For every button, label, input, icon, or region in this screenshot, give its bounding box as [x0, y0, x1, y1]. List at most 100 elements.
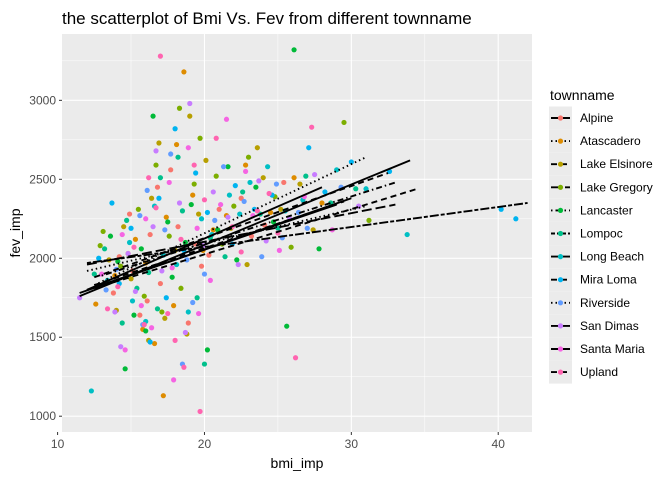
data-point [210, 189, 216, 195]
data-point [141, 322, 147, 328]
data-point [197, 408, 203, 415]
data-point [131, 312, 137, 318]
y-tick-label: 2000 [29, 251, 56, 265]
data-point [240, 189, 246, 195]
fit-line [86, 205, 367, 272]
data-point [498, 206, 504, 212]
data-point [129, 298, 136, 304]
data-point [168, 167, 174, 173]
data-point [185, 320, 191, 326]
data-point [144, 298, 150, 304]
data-point [176, 200, 183, 206]
data-point [143, 328, 149, 334]
data-point [109, 200, 115, 206]
data-point [150, 113, 156, 119]
data-point [278, 206, 284, 212]
data-point [154, 184, 161, 190]
data-point [238, 249, 244, 255]
legend-label: Lancaster [580, 203, 633, 217]
x-tick-label: 20 [198, 437, 212, 451]
data-point [231, 203, 237, 209]
data-point [153, 148, 159, 154]
data-point [363, 186, 369, 192]
legend-label: Lake Gregory [580, 180, 653, 194]
data-point [181, 69, 187, 75]
data-point [157, 280, 164, 287]
data-point [157, 53, 164, 59]
data-point [126, 239, 133, 246]
y-axis: 1000 1500 2000 2500 3000 [29, 93, 62, 423]
data-point [316, 246, 322, 252]
data-point [213, 173, 219, 179]
data-point [88, 388, 94, 394]
data-point [297, 181, 303, 187]
data-point [513, 216, 519, 222]
data-point [235, 261, 241, 268]
data-point [266, 190, 272, 197]
data-point [156, 195, 162, 201]
legend-label: Alpine [580, 111, 614, 125]
data-point [168, 151, 174, 157]
y-tick-label: 2500 [29, 172, 56, 186]
data-point [125, 250, 131, 257]
data-point [122, 347, 128, 353]
data-point [159, 268, 165, 274]
data-point [131, 244, 137, 250]
legend-label: Atascadero [580, 134, 641, 148]
data-point [153, 205, 159, 211]
data-point [256, 178, 262, 184]
data-point [137, 213, 143, 219]
data-point [247, 179, 253, 186]
data-point [148, 325, 155, 331]
data-point [206, 252, 212, 258]
data-point [201, 197, 208, 203]
x-tick-label: 30 [345, 437, 359, 451]
data-point [159, 309, 165, 315]
data-point [220, 164, 227, 170]
data-point [213, 135, 219, 141]
data-point [216, 206, 222, 212]
data-point [112, 309, 118, 315]
data-point [291, 47, 297, 53]
legend-point [557, 207, 564, 213]
data-point [172, 126, 178, 132]
data-point [165, 219, 171, 225]
legend-point [557, 115, 564, 121]
data-point [204, 347, 211, 353]
data-point [181, 364, 187, 370]
data-point [187, 100, 193, 107]
fit-line [93, 172, 389, 279]
data-point [171, 377, 177, 383]
data-point [273, 181, 280, 187]
data-point [242, 162, 249, 168]
data-point [353, 186, 359, 192]
data-point [169, 265, 175, 271]
data-point [178, 236, 184, 242]
data-point [265, 164, 271, 170]
data-point [188, 201, 194, 208]
data-point [291, 175, 297, 181]
data-point [201, 361, 208, 367]
data-point [162, 227, 168, 233]
data-point [166, 233, 172, 239]
data-point [165, 310, 171, 317]
data-point [166, 179, 172, 186]
data-point [126, 211, 133, 217]
data-point [121, 224, 127, 230]
data-point [225, 164, 231, 170]
data-point [288, 244, 294, 250]
legend-point [557, 369, 564, 375]
data-point [319, 200, 325, 206]
x-axis: 10 20 30 40 [51, 432, 505, 451]
legend-label: San Dimas [580, 319, 639, 333]
data-point [176, 105, 183, 111]
data-point [204, 209, 211, 216]
data-point [245, 154, 252, 160]
data-point [118, 344, 124, 350]
data-point [143, 216, 149, 222]
data-point [118, 263, 124, 269]
data-point [341, 119, 347, 126]
data-point [194, 295, 200, 301]
data-point [138, 246, 144, 252]
data-point [103, 287, 109, 293]
